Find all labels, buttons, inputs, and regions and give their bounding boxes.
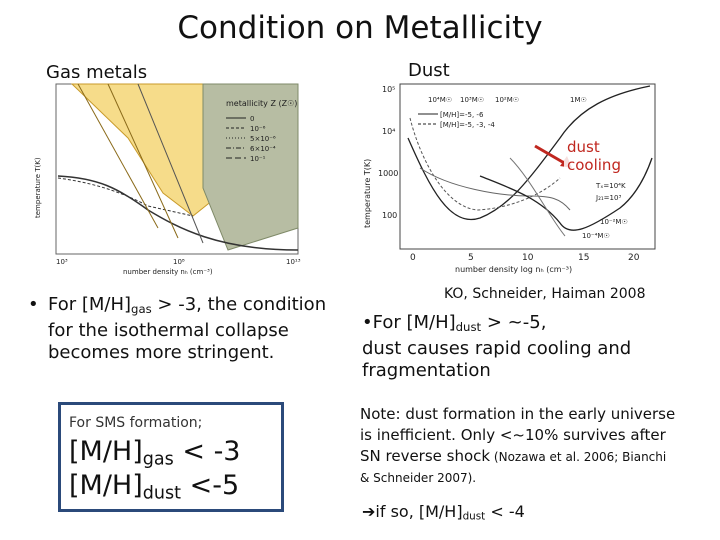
gas-metals-figure: metallicity Z (Z☉) 0 10⁻⁶ 5×10⁻⁶ 6×10⁻⁴ … — [28, 78, 308, 278]
note-block: Note: dust formation in the early univer… — [360, 404, 720, 489]
bullet-dot: • — [28, 294, 39, 315]
bullet-dust-line-2: dust causes rapid cooling and fragmentat… — [362, 337, 632, 381]
right-y-tick-2: 1000 — [378, 169, 398, 178]
mass-label-5: 10⁻²M☉ — [600, 218, 628, 226]
left-x-tick-2: 10¹³ — [286, 258, 301, 266]
legend-item-1: [M/H]=-5, -6 — [440, 111, 484, 119]
right-y-axis-label: temperature T(K) — [363, 159, 372, 228]
left-x-axis-label: number density nₕ (cm⁻³) — [123, 268, 213, 276]
mass-label-6: 10⁻⁴M☉ — [582, 232, 610, 240]
callout-bg — [564, 138, 634, 176]
tx-label: Tₓ=10⁴K — [595, 182, 626, 190]
legend-item-2: [M/H]=-5, -3, -4 — [440, 121, 495, 129]
right-x-tick-2: 10 — [522, 253, 534, 263]
left-x-tick-1: 10⁸ — [173, 258, 185, 266]
curve-a — [407, 85, 651, 221]
bullet-gas-text: For [M/H]gas > -3, the condition for the… — [48, 294, 327, 363]
curve-3 — [77, 83, 159, 229]
note-line-1: Note: dust formation in the early univer… — [360, 405, 676, 423]
mass-label-4: 1M☉ — [570, 96, 587, 104]
box-line-gas: [M/H]gas < -3 — [69, 436, 241, 470]
bullet-dust-line-1: •For [M/H]dust > ~-5, — [362, 312, 547, 334]
left-x-tick-0: 10³ — [56, 258, 68, 266]
right-x-tick-4: 20 — [628, 253, 640, 263]
note-line-4: & Schneider 2007). — [360, 471, 477, 485]
right-x-tick-1: 5 — [468, 253, 474, 263]
arrow-icon: ➔ — [362, 502, 376, 521]
curve-4 — [107, 83, 179, 239]
red-arrow-shaft — [534, 144, 567, 166]
note-line-3: SN reverse shock (Nozawa et al. 2006; Bi… — [360, 447, 667, 465]
bullet-dust: •For [M/H]dust > ~-5, dust causes rapid … — [362, 312, 712, 382]
note-line-2: is inefficient. Only <~10% survives afte… — [360, 426, 666, 444]
final-condition: ➔if so, [M/H]dust < -4 — [362, 502, 525, 523]
grey-region — [202, 83, 299, 251]
right-x-axis-label: number density log nₕ (cm⁻³) — [455, 265, 572, 274]
curve-2 — [57, 177, 194, 217]
slide-title: Condition on Metallicity — [177, 10, 543, 46]
j21-label: J₂₁=10³ — [595, 194, 621, 202]
mass-label-2: 10³M☉ — [460, 96, 484, 104]
legend-item-2: 10⁻⁶ — [250, 125, 266, 133]
legend-item-1: 0 — [250, 115, 254, 123]
mass-label-3: 10²M☉ — [495, 96, 519, 104]
curve-5 — [137, 83, 204, 244]
curve-d — [479, 157, 653, 231]
legend-item-3: 5×10⁻⁶ — [250, 135, 276, 143]
legend-item-5: 10⁻¹ — [250, 155, 266, 163]
right-y-tick-3: 100 — [382, 211, 397, 220]
legend-item-4: 6×10⁻⁴ — [250, 145, 276, 153]
box-heading: For SMS formation; — [69, 415, 203, 431]
dust-label: Dust — [408, 60, 450, 81]
legend-title: metallicity Z (Z☉) — [226, 99, 297, 108]
left-y-axis-label: temperature T(K) — [34, 157, 42, 218]
right-y-tick-0: 10⁵ — [382, 85, 395, 94]
zero-metal-curve — [57, 175, 299, 251]
right-y-tick-1: 10⁴ — [382, 127, 395, 136]
dust-figure: 10⁵ 10⁴ 1000 100 temperature T(K) 0 5 10… — [360, 78, 660, 274]
citation: KO, Schneider, Haiman 2008 — [444, 286, 646, 302]
sms-condition-box: For SMS formation; [M/H]gas < -3 [M/H]du… — [58, 402, 284, 512]
right-x-tick-3: 15 — [578, 253, 589, 263]
callout-line-1: dust — [567, 138, 600, 156]
dust-cooling-callout: dust cooling — [567, 138, 621, 174]
gas-metals-label: Gas metals — [46, 62, 148, 83]
box-line-dust: [M/H]dust <-5 — [69, 470, 240, 504]
mass-label-1: 10⁴M☉ — [428, 96, 452, 104]
callout-line-2: cooling — [567, 156, 621, 174]
curve-e — [509, 157, 566, 237]
bullet-gas-metals: • For [M/H]gas > -3, the condition for t… — [28, 294, 328, 364]
right-x-tick-0: 0 — [410, 253, 416, 263]
